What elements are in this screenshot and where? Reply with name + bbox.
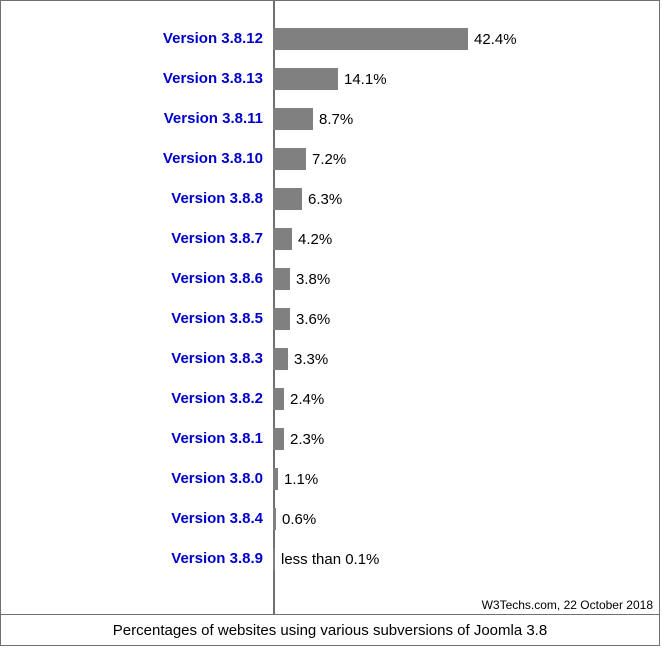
bar bbox=[273, 548, 275, 570]
bar-cell: 6.3% bbox=[273, 179, 659, 219]
value-label: 14.1% bbox=[344, 71, 387, 88]
version-label[interactable]: Version 3.8.1 bbox=[171, 430, 263, 447]
label-cell: Version 3.8.13 bbox=[1, 70, 273, 88]
bar-cell: 4.2% bbox=[273, 219, 659, 259]
bar-row: Version 3.8.6 3.8% bbox=[1, 259, 659, 299]
bar bbox=[273, 308, 290, 330]
bar-row: Version 3.8.2 2.4% bbox=[1, 379, 659, 419]
bar-row: Version 3.8.3 3.3% bbox=[1, 339, 659, 379]
chart-container: Version 3.8.1242.4%Version 3.8.1314.1%Ve… bbox=[0, 0, 660, 646]
value-label: 2.4% bbox=[290, 391, 324, 408]
value-label: 2.3% bbox=[290, 431, 324, 448]
version-label[interactable]: Version 3.8.2 bbox=[171, 390, 263, 407]
version-label[interactable]: Version 3.8.0 bbox=[171, 470, 263, 487]
label-cell: Version 3.8.4 bbox=[1, 510, 273, 528]
bar-cell: 1.1% bbox=[273, 459, 659, 499]
bar bbox=[273, 28, 468, 50]
version-label[interactable]: Version 3.8.8 bbox=[171, 190, 263, 207]
bar bbox=[273, 508, 276, 530]
version-label[interactable]: Version 3.8.6 bbox=[171, 270, 263, 287]
value-label: 42.4% bbox=[474, 31, 517, 48]
bar-cell: 42.4% bbox=[273, 19, 659, 59]
value-label: 6.3% bbox=[308, 191, 342, 208]
bar-row: Version 3.8.12 42.4% bbox=[1, 19, 659, 59]
version-label[interactable]: Version 3.8.13 bbox=[163, 70, 263, 87]
bar-cell: 3.3% bbox=[273, 339, 659, 379]
version-label[interactable]: Version 3.8.3 bbox=[171, 350, 263, 367]
bar bbox=[273, 388, 284, 410]
bar bbox=[273, 228, 292, 250]
bar-cell: 3.8% bbox=[273, 259, 659, 299]
value-label: 3.3% bbox=[294, 351, 328, 368]
bar bbox=[273, 148, 306, 170]
version-label[interactable]: Version 3.8.9 bbox=[171, 550, 263, 567]
label-cell: Version 3.8.3 bbox=[1, 350, 273, 368]
value-label: 3.8% bbox=[296, 271, 330, 288]
bar-cell: 0.6% bbox=[273, 499, 659, 539]
bar-row: Version 3.8.13 14.1% bbox=[1, 59, 659, 99]
label-cell: Version 3.8.6 bbox=[1, 270, 273, 288]
bar-row: Version 3.8.4 0.6% bbox=[1, 499, 659, 539]
bar-row: Version 3.8.1 2.3% bbox=[1, 419, 659, 459]
bar-row: Version 3.8.5 3.6% bbox=[1, 299, 659, 339]
version-label[interactable]: Version 3.8.4 bbox=[171, 510, 263, 527]
bar bbox=[273, 468, 278, 490]
bar-cell: less than 0.1% bbox=[273, 539, 659, 579]
value-label: 3.6% bbox=[296, 311, 330, 328]
value-label: 1.1% bbox=[284, 471, 318, 488]
value-label: 4.2% bbox=[298, 231, 332, 248]
label-cell: Version 3.8.10 bbox=[1, 150, 273, 168]
bar-row: Version 3.8.10 7.2% bbox=[1, 139, 659, 179]
bar bbox=[273, 188, 302, 210]
label-cell: Version 3.8.0 bbox=[1, 470, 273, 488]
bar-row: Version 3.8.7 4.2% bbox=[1, 219, 659, 259]
version-label[interactable]: Version 3.8.10 bbox=[163, 150, 263, 167]
label-cell: Version 3.8.9 bbox=[1, 550, 273, 568]
label-cell: Version 3.8.7 bbox=[1, 230, 273, 248]
bar bbox=[273, 68, 338, 90]
label-cell: Version 3.8.12 bbox=[1, 30, 273, 48]
value-label: 8.7% bbox=[319, 111, 353, 128]
version-label[interactable]: Version 3.8.7 bbox=[171, 230, 263, 247]
source-attribution: W3Techs.com, 22 October 2018 bbox=[482, 598, 653, 612]
value-label: less than 0.1% bbox=[281, 551, 379, 568]
bar bbox=[273, 268, 290, 290]
bar bbox=[273, 348, 288, 370]
bar-row: Version 3.8.11 8.7% bbox=[1, 99, 659, 139]
value-label: 7.2% bbox=[312, 151, 346, 168]
label-cell: Version 3.8.8 bbox=[1, 190, 273, 208]
bar-row: Version 3.8.9 less than 0.1% bbox=[1, 539, 659, 579]
version-label[interactable]: Version 3.8.11 bbox=[164, 110, 263, 127]
bar-row: Version 3.8.0 1.1% bbox=[1, 459, 659, 499]
label-cell: Version 3.8.2 bbox=[1, 390, 273, 408]
bar-row: Version 3.8.8 6.3% bbox=[1, 179, 659, 219]
bar bbox=[273, 428, 284, 450]
chart-rows: Version 3.8.1242.4%Version 3.8.1314.1%Ve… bbox=[1, 19, 659, 579]
chart-area: Version 3.8.1242.4%Version 3.8.1314.1%Ve… bbox=[1, 1, 659, 614]
label-cell: Version 3.8.1 bbox=[1, 430, 273, 448]
version-label[interactable]: Version 3.8.12 bbox=[163, 30, 263, 47]
version-label[interactable]: Version 3.8.5 bbox=[171, 310, 263, 327]
bar-cell: 7.2% bbox=[273, 139, 659, 179]
bar-cell: 2.4% bbox=[273, 379, 659, 419]
bar bbox=[273, 108, 313, 130]
label-cell: Version 3.8.11 bbox=[1, 110, 273, 128]
bar-cell: 14.1% bbox=[273, 59, 659, 99]
value-label: 0.6% bbox=[282, 511, 316, 528]
bar-cell: 3.6% bbox=[273, 299, 659, 339]
bar-cell: 8.7% bbox=[273, 99, 659, 139]
label-cell: Version 3.8.5 bbox=[1, 310, 273, 328]
chart-caption: Percentages of websites using various su… bbox=[1, 614, 659, 646]
bar-cell: 2.3% bbox=[273, 419, 659, 459]
